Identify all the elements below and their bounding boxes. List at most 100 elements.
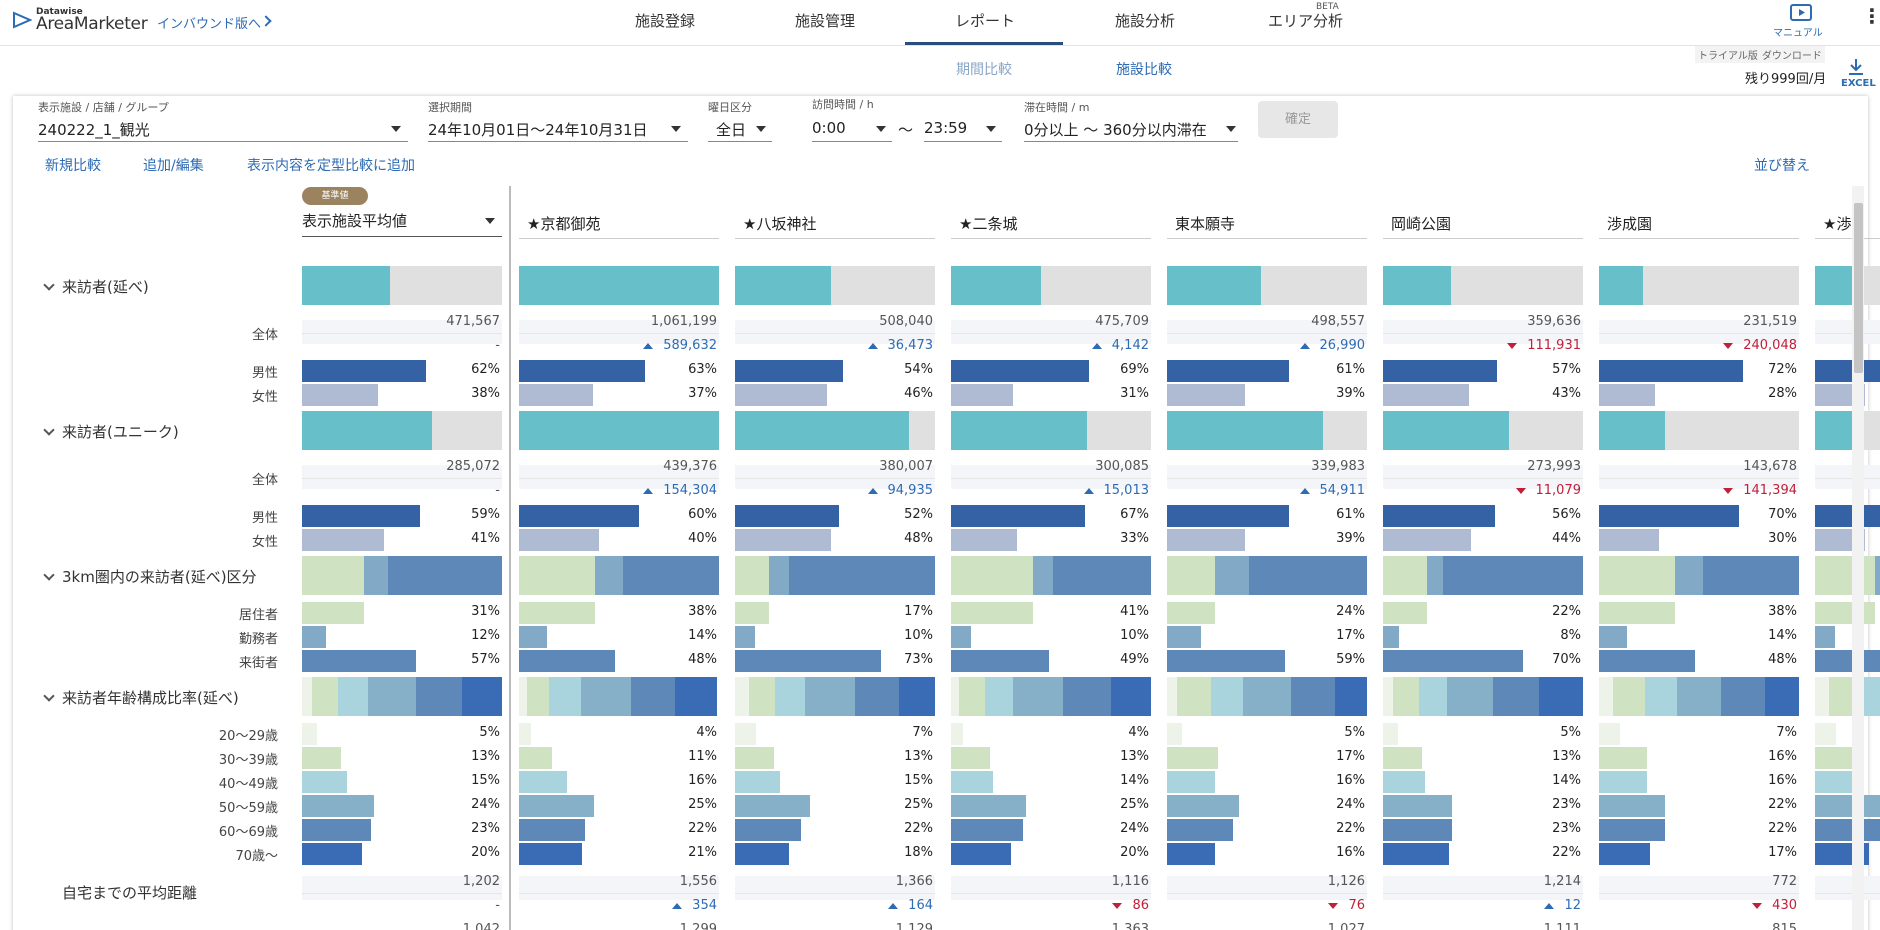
caret-down-icon[interactable] (391, 126, 401, 132)
unique-visitors-bar (951, 411, 1087, 450)
period-select[interactable]: 24年10月01日〜24年10月31日 (428, 121, 648, 139)
scrollbar-thumb[interactable] (1854, 203, 1863, 373)
avg-distance-diff: 86 (951, 898, 1149, 913)
row-label-male: 男性 (251, 366, 278, 381)
total-visitors-bar (951, 266, 1041, 305)
baseline-select[interactable]: 表示施設平均値 (302, 212, 408, 230)
video-icon[interactable] (1790, 4, 1812, 22)
section-visitors-unique[interactable]: 来訪者(ユニーク) (62, 423, 179, 441)
residents-percent: 38% (1768, 604, 1797, 619)
tab-period-compare[interactable]: 期間比較 (956, 62, 1012, 78)
caret-down-icon[interactable] (986, 126, 996, 132)
residents-percent: 22% (1552, 604, 1581, 619)
shaded-row (1599, 465, 1799, 489)
residents-percent: 17% (904, 604, 933, 619)
row-label-total: 全体 (251, 473, 278, 488)
unique-visitors-value: 285,072 (446, 459, 500, 474)
area3km-stack-segment (1815, 556, 1875, 595)
caret-down-icon[interactable] (671, 126, 681, 132)
total-visitors-diff: 111,931 (1383, 338, 1581, 353)
unique-visitors-diff: - (495, 483, 500, 498)
avg-distance-value: 1,202 (462, 874, 500, 889)
area3km-stack-segment (735, 556, 769, 595)
facility-select[interactable]: 240222_1_観光 (38, 121, 150, 139)
day-select[interactable]: 全日 (716, 121, 747, 139)
visitors-bar (1383, 650, 1523, 672)
age-bar (1815, 723, 1836, 745)
male-percent: 72% (1768, 362, 1797, 377)
visit-from-select[interactable]: 0:00 (812, 119, 846, 137)
row-divider (1599, 893, 1799, 894)
caret-down-icon[interactable] (485, 218, 495, 224)
nav-facility-register[interactable]: 施設登録 (635, 12, 696, 30)
section-visitors-total[interactable]: 来訪者(延べ) (62, 278, 149, 296)
caret-down-icon[interactable] (876, 126, 886, 132)
logo-text[interactable]: AreaMarketer (36, 14, 148, 34)
confirm-button[interactable]: 確定 (1258, 101, 1338, 138)
age-stack-segment (1383, 677, 1393, 716)
facility-name-underline (951, 238, 1151, 239)
visit-to-underline (924, 141, 1002, 142)
unique-visitors-diff: 154,304 (519, 483, 717, 498)
chevron-right-icon[interactable] (260, 15, 272, 27)
residents-bar (1167, 602, 1215, 624)
row-divider (1815, 893, 1880, 894)
residents-percent: 24% (1336, 604, 1365, 619)
caret-down-icon[interactable] (1226, 126, 1236, 132)
download-icon[interactable] (1846, 57, 1866, 77)
area3km-stack-segment (1675, 556, 1703, 595)
age-stack-segment (527, 677, 549, 716)
age-bar (302, 771, 347, 793)
male-percent: 59% (471, 507, 500, 522)
manual-link[interactable]: マニュアル (1773, 28, 1823, 39)
stay-select[interactable]: 0分以上 〜 360分以内滞在 (1024, 121, 1207, 139)
facility-name[interactable]: 東本願寺 (1175, 215, 1236, 233)
arrow-down-icon (1723, 342, 1734, 349)
visitors-percent: 60% (1815, 652, 1880, 667)
tab-facility-compare[interactable]: 施設比較 (1116, 62, 1172, 78)
facility-name[interactable]: ★京都御苑 (527, 215, 601, 233)
facility-name[interactable]: ★八坂神社 (743, 215, 817, 233)
nav-report[interactable]: レポート (955, 12, 1016, 30)
workers-percent: 14% (688, 628, 717, 643)
facility-name[interactable]: ★二条城 (959, 215, 1018, 233)
total-visitors-bar (519, 266, 719, 305)
workers-bar (1815, 626, 1835, 648)
total-visitors-value: 359,636 (1527, 314, 1581, 329)
age-bar (1383, 723, 1398, 745)
age-bar (1167, 819, 1233, 841)
total-visitors-bar (1383, 266, 1451, 305)
age-percent: 11% (688, 749, 717, 764)
age-percent: 22% (904, 821, 933, 836)
nav-facility-manage[interactable]: 施設管理 (795, 12, 856, 30)
visit-to-select[interactable]: 23:59 (924, 119, 968, 137)
female-bar (1383, 384, 1469, 406)
residents-percent: 41% (1120, 604, 1149, 619)
avg-distance-diff: 12 (1383, 898, 1581, 913)
nav-facility-analysis[interactable]: 施設分析 (1115, 12, 1176, 30)
more-icon[interactable]: ⋮ (1862, 4, 1880, 28)
nav-area-analysis[interactable]: エリア分析 (1268, 12, 1344, 30)
new-compare-button[interactable]: 新規比較 (45, 158, 101, 174)
age-percent: 23% (1552, 797, 1581, 812)
save-template-button[interactable]: 表示内容を定型比較に追加 (247, 158, 415, 174)
row-divider (302, 333, 502, 334)
arrow-up-icon (867, 487, 878, 494)
section-age-ratio[interactable]: 来訪者年齢構成比率(延べ) (62, 689, 239, 707)
excel-button[interactable]: EXCEL (1841, 78, 1876, 89)
facility-name[interactable]: ★渉 (1823, 215, 1852, 233)
row-label-total: 全体 (251, 328, 278, 343)
total-visitors-diff: 4,142 (951, 338, 1149, 353)
row-label-age-70plus: 70歳〜 (235, 849, 278, 864)
male-bar (951, 360, 1089, 382)
facility-name[interactable]: 渉成園 (1607, 215, 1653, 233)
sort-button[interactable]: 並び替え (1754, 158, 1810, 174)
facility-name[interactable]: 岡崎公園 (1391, 215, 1452, 233)
caret-down-icon[interactable] (756, 126, 766, 132)
age-stack-segment (749, 677, 775, 716)
inbound-link[interactable]: インバウンド版へ (157, 17, 262, 32)
section-area3km[interactable]: 3km圏内の来訪者(延べ)区分 (62, 568, 257, 586)
period-underline (428, 141, 688, 142)
total-visitors-value: 1,061,199 (650, 314, 717, 329)
add-edit-button[interactable]: 追加/編集 (143, 158, 204, 174)
